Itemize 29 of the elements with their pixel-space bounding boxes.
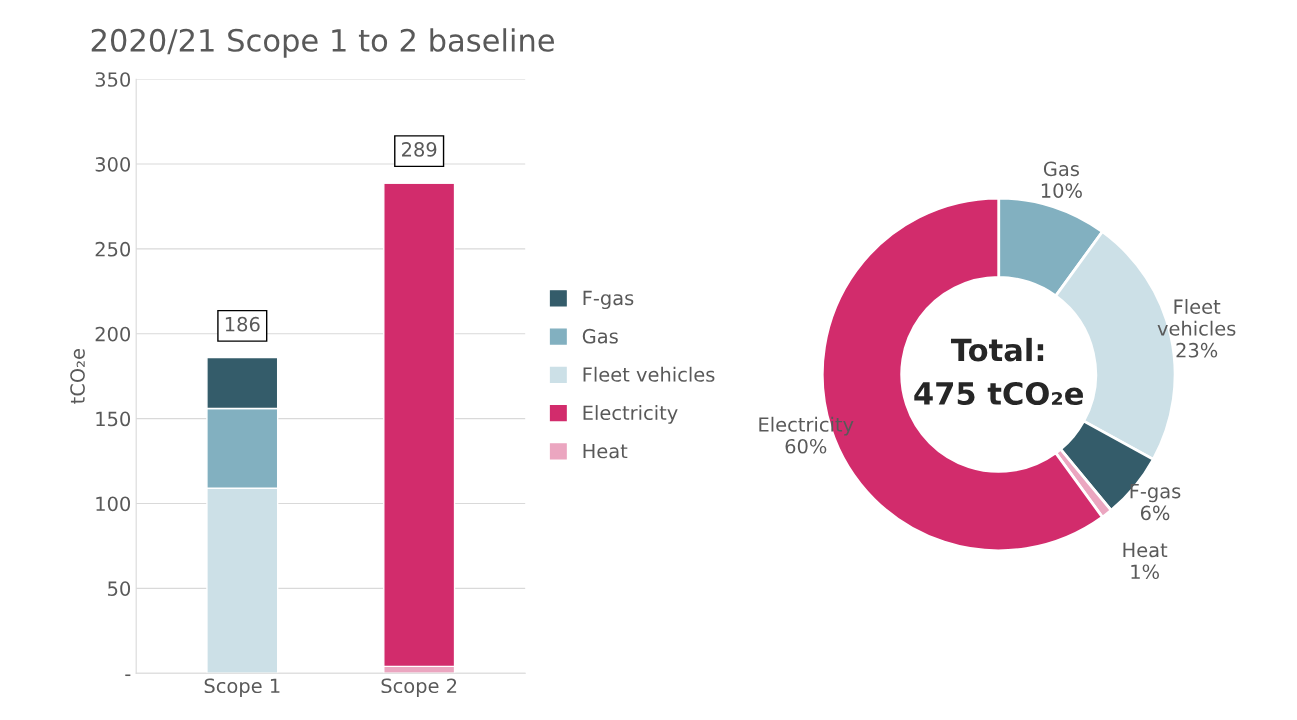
data-label: 60% xyxy=(785,438,827,454)
data-label: 10% xyxy=(1041,183,1082,199)
y-tick-label: 350 xyxy=(95,72,131,87)
slice-label: Heat xyxy=(1123,542,1168,558)
total-label: 186 xyxy=(225,316,260,332)
data-label: 23% xyxy=(1176,342,1218,358)
legend-label: Gas xyxy=(582,328,618,344)
chart-title: 2020/21 Scope 1 to 2 baseline xyxy=(91,28,554,58)
data-label: 1% xyxy=(1131,564,1159,580)
legend-label: Heat xyxy=(583,443,628,459)
slice-label: F-gas xyxy=(1130,484,1181,503)
total-label: 289 xyxy=(402,142,437,157)
y-axis-title: tCO₂e xyxy=(70,349,85,404)
legend-label: Electricity xyxy=(583,405,678,424)
slice-label: Gas xyxy=(1043,161,1079,177)
data-label: 6% xyxy=(1140,505,1170,521)
y-tick-label: 200 xyxy=(95,326,131,342)
y-tick-label: 300 xyxy=(95,157,131,172)
y-tick-label: 100 xyxy=(96,496,131,512)
text: Total: 475 tCO₂e xyxy=(914,337,1083,406)
x-tick-label: Scope 1 xyxy=(204,678,280,697)
x-tick-label: Scope 2 xyxy=(381,678,457,697)
slice-label: Fleet vehicles xyxy=(1157,298,1236,336)
y-tick-label: 50 xyxy=(108,581,131,597)
y-tick-label: 250 xyxy=(95,241,131,257)
y-tick-label: 150 xyxy=(96,411,131,427)
legend-label: Fleet vehicles xyxy=(583,366,715,382)
legend-label: F-gas xyxy=(583,290,634,310)
y-tick-label: - xyxy=(125,674,131,677)
